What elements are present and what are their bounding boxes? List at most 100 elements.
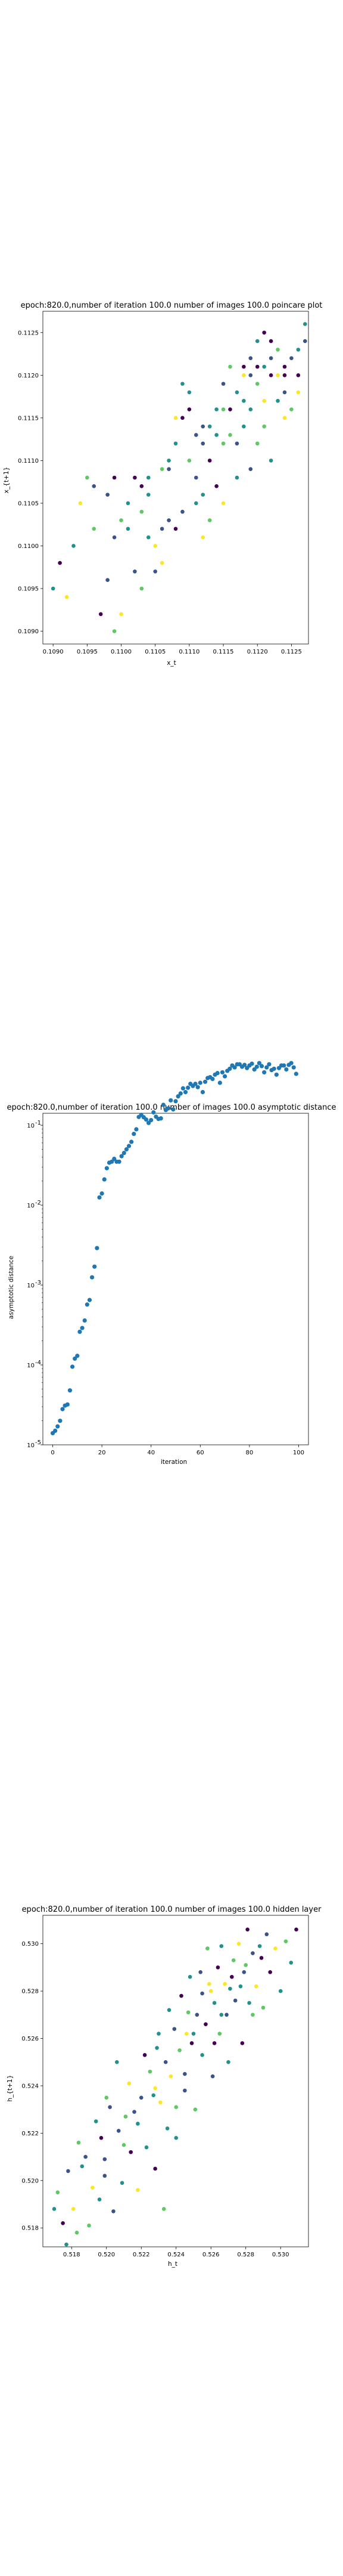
scatter-point: [98, 612, 103, 617]
scatter-point: [193, 1082, 198, 1086]
scatter-point: [89, 1275, 95, 1280]
scatter-point: [83, 2154, 88, 2159]
scatter-point: [174, 2105, 179, 2109]
scatter-point: [77, 1329, 82, 1335]
scatter-point: [187, 407, 192, 411]
scatter-point: [178, 1091, 183, 1096]
scatter-point: [173, 416, 178, 420]
scatter-point: [95, 1246, 99, 1250]
scatter-point: [179, 1993, 183, 1998]
x-tick-label: 0.524: [167, 2252, 185, 2258]
scatter-point: [248, 407, 253, 411]
scatter-point: [289, 1961, 294, 1965]
x-tick-label: 0.1095: [77, 649, 98, 655]
scatter-point: [161, 1103, 166, 1107]
scatter-point: [242, 398, 246, 403]
scatter-point: [219, 2012, 224, 2017]
scatter-point: [193, 2107, 198, 2111]
scatter-point: [214, 407, 219, 411]
y-axis-label: x_{t+1}: [3, 467, 10, 493]
scatter-point: [296, 348, 301, 352]
scatter-point: [65, 1402, 70, 1407]
scatter-point: [201, 535, 205, 540]
y-tick-exponent: -1: [35, 1120, 41, 1126]
scatter-point: [289, 356, 294, 360]
y-tick-label: 0.1095: [18, 586, 39, 593]
asymptotic-distance-svg: epoch:820.0,number of iteration 100.0 nu…: [7, 1061, 336, 1466]
scatter-point: [169, 1098, 173, 1103]
scatter-point: [104, 2095, 109, 2100]
scatter-point: [228, 433, 232, 437]
scatter-point: [259, 1956, 264, 1960]
y-tick-label: 0.518: [21, 2225, 39, 2232]
scatter-point: [167, 518, 171, 522]
scatter-point: [235, 475, 239, 480]
scatter-point: [183, 2088, 187, 2093]
scatter-point: [183, 2072, 187, 2076]
scatter-point: [248, 356, 253, 360]
scatter-point: [153, 2086, 157, 2091]
scatter-point: [102, 2157, 107, 2162]
x-tick-label: 0.530: [272, 2252, 289, 2258]
chart-title: epoch:820.0,number of iteration 100.0 nu…: [7, 1103, 336, 1112]
scatter-point: [172, 2027, 177, 2031]
x-tick-label: 0.1090: [43, 649, 64, 655]
scatter-point: [276, 373, 280, 377]
scatter-point: [255, 339, 260, 343]
y-tick-label: 0.1120: [18, 373, 39, 379]
scatter-point: [303, 339, 307, 343]
scatter-point: [207, 1981, 211, 1986]
scatter-point: [259, 1064, 264, 1069]
y-tick-label: 0.522: [21, 2131, 39, 2137]
scatter-point: [112, 535, 117, 540]
scatter-point: [294, 1072, 298, 1076]
scatter-point: [273, 1946, 277, 1950]
scatter-point: [110, 1159, 114, 1164]
scatter-point: [153, 569, 157, 574]
scatter-point: [231, 1958, 236, 1962]
scatter-point: [169, 2074, 173, 2079]
scatter-point: [60, 1407, 65, 1411]
scatter-point: [244, 1963, 248, 1967]
y-tick-label: 0.1125: [18, 330, 39, 336]
scatter-point: [217, 1080, 222, 1085]
x-tick-label: 0.518: [63, 2252, 80, 2258]
scatter-point: [200, 2053, 204, 2057]
scatter-point: [160, 527, 164, 531]
scatter-point: [247, 2001, 251, 2005]
x-axis-label: x_t: [167, 660, 176, 667]
x-tick-label: 0.1110: [179, 649, 199, 655]
scatter-point: [195, 1085, 200, 1089]
y-tick-label: 0.1110: [18, 458, 39, 465]
scatter-point: [93, 2119, 98, 2123]
scatter-point: [228, 1986, 232, 1991]
scatter-point: [58, 561, 62, 565]
scatter-point: [52, 2207, 57, 2211]
scatter-point: [105, 578, 110, 582]
scatter-point: [282, 1063, 286, 1068]
scatter-point: [255, 441, 260, 446]
scatter-point: [166, 1106, 171, 1111]
x-axis-label: h_t: [168, 2261, 177, 2268]
x-tick-label: 80: [246, 1450, 254, 1456]
scatter-point: [235, 441, 239, 446]
scatter-point: [223, 1981, 227, 1986]
scatter-point: [184, 2032, 189, 2036]
scatter-point: [183, 1089, 188, 1095]
scatter-point: [219, 1944, 224, 1948]
x-tick-label: 0.1105: [145, 649, 166, 655]
scatter-point: [226, 2060, 230, 2064]
scatter-point: [245, 1927, 250, 1932]
scatter-point: [198, 1970, 202, 1974]
scatter-point: [267, 1062, 272, 1067]
x-tick-label: 40: [147, 1450, 155, 1456]
scatter-point: [99, 2136, 104, 2140]
x-tick-label: 0.1120: [247, 649, 268, 655]
scatter-point: [289, 407, 294, 411]
scatter-point: [194, 501, 198, 506]
scatter-point: [158, 2100, 163, 2105]
scatter-point: [153, 544, 157, 548]
scatter-point: [74, 2230, 79, 2235]
scatter-point: [257, 1061, 262, 1066]
scatter-point: [264, 1065, 269, 1070]
